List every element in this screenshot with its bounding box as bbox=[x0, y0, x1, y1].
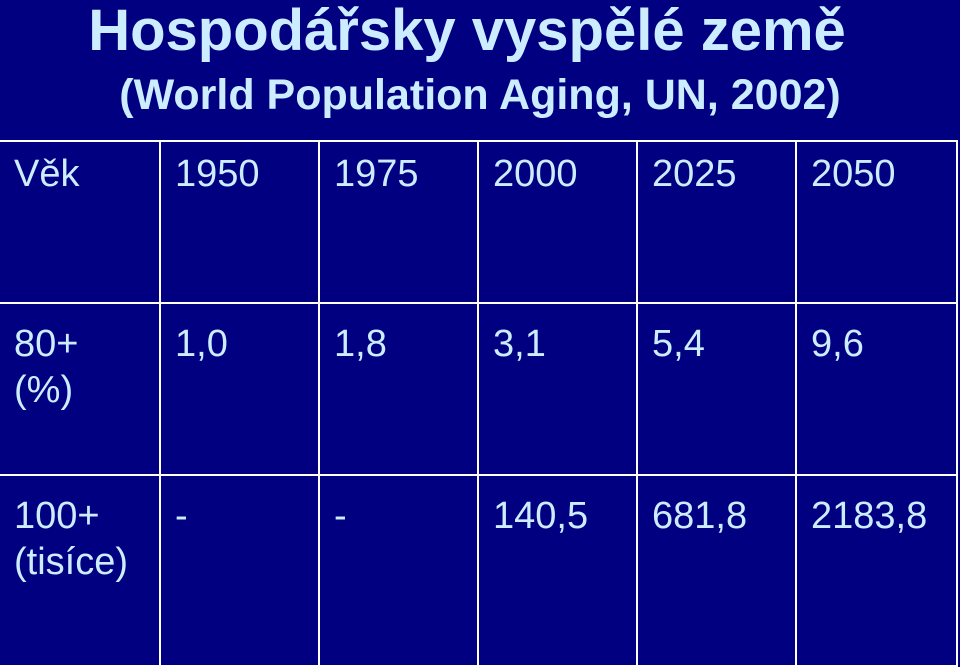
row-label-line2: (tisíce) bbox=[14, 540, 128, 583]
cell-100plus-1975: - bbox=[318, 474, 479, 667]
slide-subtitle: (World Population Aging, UN, 2002) bbox=[119, 71, 841, 119]
slide-title: Hospodářsky vyspělé země bbox=[88, 0, 846, 63]
cell-80plus-2000: 3,1 bbox=[477, 302, 638, 476]
cell-80plus-2025: 5,4 bbox=[636, 302, 797, 476]
header-year-2050: 2050 bbox=[795, 140, 958, 304]
header-age-label: Věk bbox=[0, 140, 161, 304]
cell-80plus-1975: 1,8 bbox=[318, 302, 479, 476]
table-row: 80+ (%) 1,0 1,8 3,1 5,4 9,6 bbox=[0, 302, 958, 476]
header-year-1975: 1975 bbox=[318, 140, 479, 304]
cell-100plus-2025: 681,8 bbox=[636, 474, 797, 667]
cell-100plus-2000: 140,5 bbox=[477, 474, 638, 667]
row-label-line2: (%) bbox=[14, 368, 74, 411]
cell-100plus-2050: 2183,8 bbox=[795, 474, 958, 667]
aging-table: Věk 1950 1975 2000 2025 2050 80+ (%) 1,0… bbox=[0, 140, 958, 667]
header-year-2000: 2000 bbox=[477, 140, 638, 304]
cell-80plus-1950: 1,0 bbox=[159, 302, 320, 476]
row-label-line1: 100+ bbox=[14, 495, 100, 537]
header-year-2025: 2025 bbox=[636, 140, 797, 304]
row-label-line1: 80+ bbox=[14, 323, 79, 365]
table-row: 100+ (tisíce) - - 140,5 681,8 2183,8 bbox=[0, 474, 958, 667]
cell-100plus-1950: - bbox=[159, 474, 320, 667]
table-header-row: Věk 1950 1975 2000 2025 2050 bbox=[0, 140, 958, 304]
row-label-100plus: 100+ (tisíce) bbox=[0, 474, 161, 667]
cell-80plus-2050: 9,6 bbox=[795, 302, 958, 476]
header-year-1950: 1950 bbox=[159, 140, 320, 304]
row-label-80plus: 80+ (%) bbox=[0, 302, 161, 476]
